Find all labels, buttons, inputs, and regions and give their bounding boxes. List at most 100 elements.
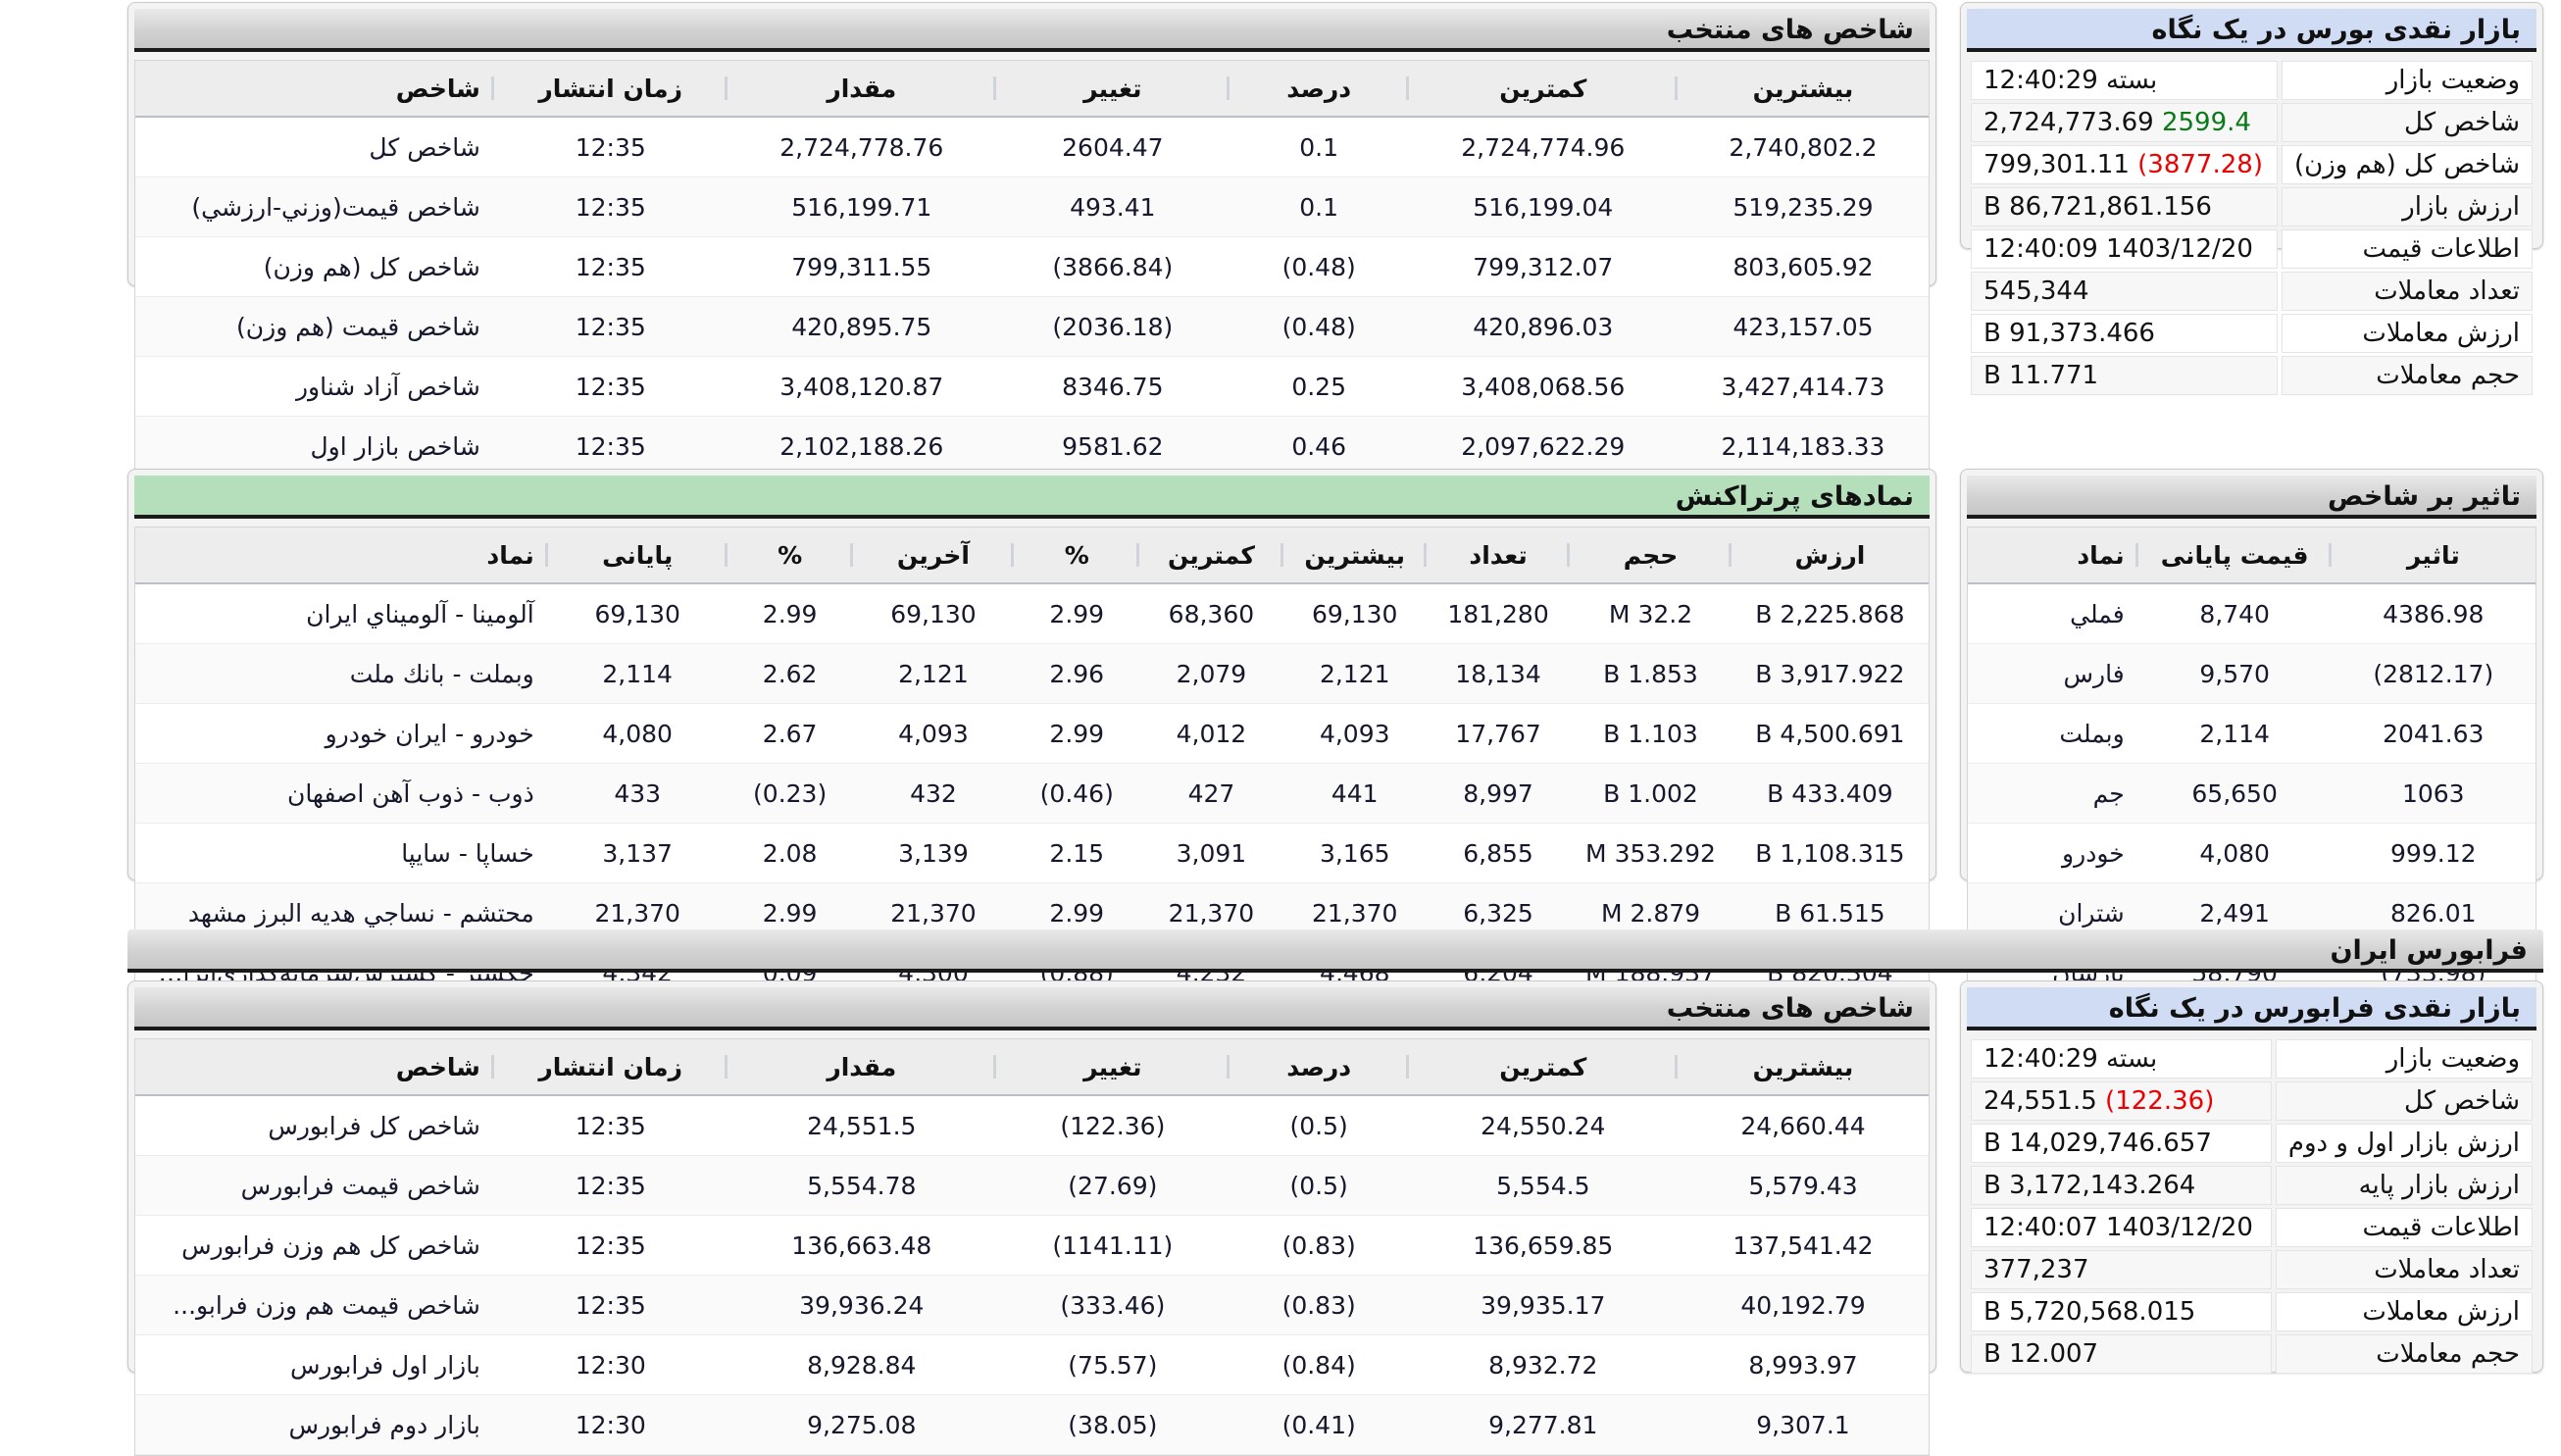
column-separator bbox=[2134, 543, 2138, 567]
summary-value: (122.36) 24,551.5 bbox=[1971, 1081, 2272, 1121]
closing-price: 2,114 bbox=[2137, 703, 2332, 764]
column-header[interactable]: زمان انتشار bbox=[493, 61, 728, 118]
column-header[interactable]: کمترین bbox=[1408, 61, 1678, 118]
last-percent: 2.99 bbox=[1014, 703, 1140, 764]
summary-row: ارزش بازار اول و دوم 14,029,746.657 B bbox=[1971, 1124, 2533, 1163]
column-header[interactable]: پایانی bbox=[547, 527, 728, 584]
table-row[interactable]: 9,307.1 9,277.81 (0.41) (38.05) 9,275.08 12:3… bbox=[135, 1394, 1929, 1455]
selected-indices-head: بیشترین کمترین درصد تغییر مقدار زمان انتشار شا… bbox=[135, 61, 1929, 118]
column-header[interactable]: ارزش bbox=[1731, 527, 1929, 584]
summary-label: وضعیت بازار bbox=[2275, 1039, 2533, 1079]
column-header[interactable]: نماد bbox=[135, 527, 548, 584]
index-time: 12:35 bbox=[493, 176, 728, 237]
trade-count: 181,280 bbox=[1426, 583, 1571, 644]
table-row[interactable]: 999.12 4,080 خودرو bbox=[1968, 823, 2536, 883]
trade-volume: 32.2 M bbox=[1570, 583, 1732, 644]
symbol-name: وبملت bbox=[1968, 703, 2138, 764]
column-header[interactable]: تاثیر bbox=[2331, 527, 2536, 584]
column-header-label: مقدار bbox=[827, 1052, 897, 1081]
column-header[interactable]: % bbox=[1014, 527, 1140, 584]
column-separator bbox=[992, 76, 996, 100]
table-row[interactable]: 433.409 B 1.002 B 8,997 441 427 (0.46) 432 (0.2… bbox=[135, 763, 1929, 824]
column-header-label: % bbox=[778, 540, 803, 570]
column-header-label: درصد bbox=[1286, 1052, 1352, 1081]
summary-row: شاخص کل (هم وزن) (3877.28) 799,301.11 bbox=[1971, 145, 2533, 184]
column-header[interactable]: مقدار bbox=[727, 61, 996, 118]
column-header-label: بیشترین bbox=[1752, 74, 1854, 103]
column-header[interactable]: تغییر bbox=[995, 1039, 1230, 1096]
column-header-label: تعداد bbox=[1469, 540, 1528, 570]
table-row[interactable]: 4,500.691 B 1.103 B 17,767 4,093 4,012 2.99 4,… bbox=[135, 703, 1929, 764]
summary-label: شاخص کل bbox=[2275, 1081, 2533, 1121]
bourse-glance-panel: بازار نقدی بورس در یک نگاه وضعیت بازار بس… bbox=[1960, 2, 2543, 395]
column-header[interactable]: تغییر bbox=[995, 61, 1230, 118]
table-row[interactable]: 5,579.43 5,554.5 (0.5) (27.69) 5,554.78 12:35… bbox=[135, 1155, 1929, 1216]
table-row[interactable]: 519,235.29 516,199.04 0.1 493.41 516,199.71 1… bbox=[135, 176, 1929, 237]
table-row[interactable]: 2,114,183.33 2,097,622.29 0.46 9581.62 2,102… bbox=[135, 416, 1929, 477]
column-header[interactable]: کمترین bbox=[1408, 1039, 1678, 1096]
column-header[interactable]: نماد bbox=[1968, 527, 2138, 584]
column-header[interactable]: شاخص bbox=[135, 61, 494, 118]
column-separator bbox=[490, 1055, 494, 1079]
trade-value: 433.409 B bbox=[1731, 763, 1929, 824]
column-header[interactable]: بیشترین bbox=[1677, 1039, 1929, 1096]
table-row[interactable]: 423,157.05 420,896.03 (0.48) (2036.18) 420,8… bbox=[135, 296, 1929, 357]
table-row[interactable]: 137,541.42 136,659.85 (0.83) (1141.11) 136,6… bbox=[135, 1215, 1929, 1276]
index-value: 3,408,120.87 bbox=[727, 356, 996, 417]
column-header[interactable]: بیشترین bbox=[1282, 527, 1427, 584]
table-row[interactable]: 8,993.97 8,932.72 (0.84) (75.57) 8,928.84 12:… bbox=[135, 1334, 1929, 1395]
table-row[interactable]: 2,225.868 B 32.2 M 181,280 69,130 68,360 2.99… bbox=[135, 583, 1929, 644]
column-header[interactable]: مقدار bbox=[727, 1039, 996, 1096]
column-header[interactable]: درصد bbox=[1229, 1039, 1409, 1096]
table-row[interactable]: 803,605.92 799,312.07 (0.48) (3866.84) 799,3… bbox=[135, 236, 1929, 297]
table-row[interactable]: (2812.17) 9,570 فارس bbox=[1968, 643, 2536, 704]
farabourse-glance-title: بازار نقدی فرابورس در یک نگاه bbox=[1967, 987, 2536, 1030]
table-row[interactable]: 1,108.315 B 353.292 M 6,855 3,165 3,091 2.15 3… bbox=[135, 823, 1929, 883]
column-separator bbox=[1728, 543, 1732, 567]
column-header[interactable]: بیشترین bbox=[1677, 61, 1929, 118]
table-row[interactable]: 2,740,802.2 2,724,774.96 0.1 2604.47 2,724,7… bbox=[135, 117, 1929, 177]
column-header[interactable]: حجم bbox=[1570, 527, 1732, 584]
table-row[interactable]: 2041.63 2,114 وبملت bbox=[1968, 703, 2536, 764]
column-header[interactable]: شاخص bbox=[135, 1039, 494, 1096]
column-header[interactable]: درصد bbox=[1229, 61, 1409, 118]
table-row[interactable]: 4386.98 8,740 فملي bbox=[1968, 583, 2536, 644]
index-high: 9,307.1 bbox=[1677, 1394, 1929, 1455]
column-header[interactable]: آخرین bbox=[852, 527, 1015, 584]
trade-volume: 1.002 B bbox=[1570, 763, 1732, 824]
column-header[interactable]: کمترین bbox=[1139, 527, 1283, 584]
table-row[interactable]: 40,192.79 39,935.17 (0.83) (333.46) 39,936.2… bbox=[135, 1275, 1929, 1335]
summary-main-value: 11.771 B bbox=[1984, 361, 2099, 390]
index-name: شاخص قیمت هم وزن فرابو... bbox=[135, 1275, 494, 1335]
most-active-panel: نمادهای پرتراکنش ارزش حجم تعداد بیشترین کمتر… bbox=[127, 469, 1936, 1004]
column-header-label: پایانی bbox=[602, 540, 674, 570]
table-row[interactable]: 1063 65,650 جم bbox=[1968, 763, 2536, 824]
column-header[interactable]: قیمت پایانی bbox=[2137, 527, 2332, 584]
summary-label: حجم معاملات bbox=[2275, 1334, 2533, 1374]
summary-label: تعداد معاملات bbox=[2275, 1250, 2533, 1289]
column-header[interactable]: تعداد bbox=[1426, 527, 1571, 584]
table-row[interactable]: 3,427,414.73 3,408,068.56 0.25 8346.75 3,408… bbox=[135, 356, 1929, 417]
impact-value: 2041.63 bbox=[2331, 703, 2536, 764]
column-header[interactable]: % bbox=[727, 527, 853, 584]
trade-volume: 1.103 B bbox=[1570, 703, 1732, 764]
trade-count: 17,767 bbox=[1426, 703, 1571, 764]
summary-row: شاخص کل (122.36) 24,551.5 bbox=[1971, 1081, 2533, 1121]
table-row[interactable]: 24,660.44 24,550.24 (0.5) (122.36) 24,551.5 1… bbox=[135, 1095, 1929, 1156]
summary-main-value: 545,344 bbox=[1984, 276, 2089, 306]
index-percent: (0.84) bbox=[1229, 1334, 1409, 1395]
column-separator bbox=[1226, 76, 1230, 100]
index-value: 799,311.55 bbox=[727, 236, 996, 297]
index-change: (27.69) bbox=[995, 1155, 1230, 1216]
trade-value: 4,500.691 B bbox=[1731, 703, 1929, 764]
table-row[interactable]: 3,917.922 B 1.853 B 18,134 2,121 2,079 2.96 2,… bbox=[135, 643, 1929, 704]
index-change: (2036.18) bbox=[995, 296, 1230, 357]
index-change: (75.57) bbox=[995, 1334, 1230, 1395]
day-low: 68,360 bbox=[1139, 583, 1283, 644]
selected-indices-table-wrap: بیشترین کمترین درصد تغییر مقدار زمان انتشار شا… bbox=[134, 60, 1930, 537]
column-header[interactable]: زمان انتشار bbox=[493, 1039, 728, 1096]
summary-row: ارزش معاملات 91,373.466 B bbox=[1971, 314, 2533, 353]
column-header-label: تاثیر bbox=[2406, 540, 2460, 570]
trade-value: 1,108.315 B bbox=[1731, 823, 1929, 883]
column-header-label: تغییر bbox=[1083, 74, 1142, 103]
